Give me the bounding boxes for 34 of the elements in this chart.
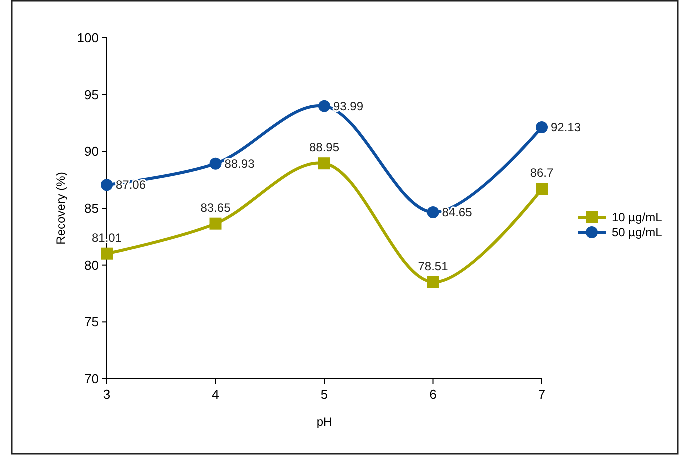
y-tick-label: 100: [77, 30, 99, 46]
data-label: 92.13: [551, 120, 582, 134]
point: [427, 206, 440, 218]
x-tick-label: 7: [538, 387, 546, 402]
point: [318, 158, 330, 170]
data-label: 88.93: [224, 156, 256, 171]
y-tick-label: 90: [84, 144, 99, 160]
data-label: 83.65: [200, 200, 232, 215]
point: [210, 158, 222, 170]
data-label: 78.51: [418, 259, 449, 274]
point: [318, 100, 330, 112]
point: [427, 276, 440, 288]
point: [210, 218, 222, 230]
data-label: 86.7: [530, 166, 554, 180]
data-label: 88.95: [309, 140, 340, 155]
x-tick-label: 3: [103, 387, 111, 402]
x-tick-label: 5: [320, 387, 328, 402]
point: [536, 121, 548, 134]
legend-label: 10 µg/mL: [612, 210, 663, 224]
x-axis-title: pH: [316, 415, 332, 429]
y-tick-label: 95: [84, 87, 99, 102]
legend-label: 50 µg/mL: [612, 226, 663, 240]
point: [101, 248, 113, 260]
y-tick-label: 70: [84, 372, 99, 386]
point: [101, 179, 113, 192]
y-axis-title: Recovery (%): [54, 172, 68, 245]
data-label: 84.65: [442, 205, 473, 220]
point: [536, 183, 548, 196]
y-tick-label: 85: [84, 201, 99, 216]
y-tick-label: 80: [84, 258, 99, 273]
y-tick-label: 75: [84, 314, 99, 330]
x-tick-label: 4: [212, 387, 220, 402]
x-tick-label: 6: [430, 387, 437, 402]
data-label: 93.99: [334, 99, 364, 114]
